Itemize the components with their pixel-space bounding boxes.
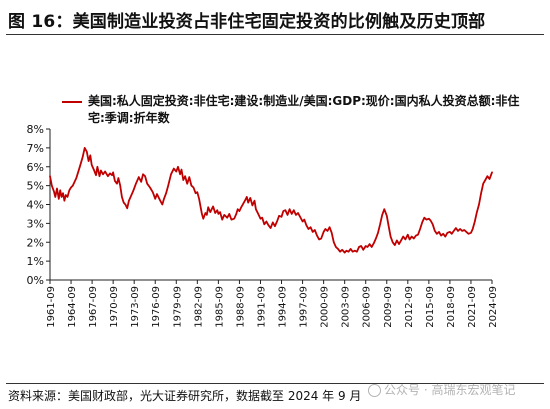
x-tick-label: 1979-09 <box>172 286 183 328</box>
x-tick-label: 1988-09 <box>235 286 246 328</box>
x-tick-label: 1964-09 <box>67 286 78 328</box>
x-tick-label: 2009-09 <box>383 286 394 328</box>
y-tick-label: 2% <box>27 236 44 249</box>
legend-swatch <box>62 101 82 103</box>
x-tick-label: 2024-09 <box>488 286 499 328</box>
x-tick-label: 2012-09 <box>404 286 415 328</box>
x-tick-label: 1991-09 <box>256 286 267 328</box>
series-line <box>49 147 493 254</box>
x-tick-label: 2021-09 <box>467 286 478 328</box>
title-divider <box>6 34 544 35</box>
figure-title: 图 16：美国制造业投资占非住宅固定投资的比例触及历史顶部 <box>8 12 486 32</box>
x-tick-label: 2015-09 <box>425 286 436 328</box>
y-tick-label: 0% <box>27 274 44 287</box>
x-tick-label: 2006-09 <box>362 286 373 328</box>
x-tick-label: 1982-09 <box>193 286 204 328</box>
x-tick-label: 2018-09 <box>446 286 457 328</box>
x-tick-label: 1976-09 <box>151 286 162 328</box>
x-tick-label: 2000-09 <box>320 286 331 328</box>
x-tick-label: 1997-09 <box>299 286 310 328</box>
x-tick-label: 1973-09 <box>130 286 141 328</box>
legend: 美国:私人固定投资:非住宅:建设:制造业/美国:GDP:现价:国内私人投资总额:… <box>62 93 522 127</box>
y-tick-label: 7% <box>27 142 44 155</box>
x-axis: 1961-09 1964-09 1967-09 1970-09 1973-09 1976-… <box>46 279 499 328</box>
watermark: 公众号 · 高瑞东宏观笔记 <box>368 381 515 398</box>
x-tick-label: 1994-09 <box>278 286 289 328</box>
series-layer <box>49 147 493 254</box>
y-tick-label: 1% <box>27 255 44 268</box>
source-note: 资料来源：美国财政部，光大证券研究所，数据截至 2024 年 9 月 <box>8 389 362 403</box>
y-tick-label: 3% <box>27 217 44 230</box>
y-tick-label: 6% <box>27 161 44 174</box>
y-tick-label: 5% <box>27 180 44 193</box>
x-tick-label: 1967-09 <box>88 286 99 328</box>
y-axis: 0% 1% 2% 3% 4% 5% 6% 7% 8% <box>27 123 51 287</box>
x-tick-label: 1985-09 <box>214 286 225 328</box>
legend-label: 美国:私人固定投资:非住宅:建设:制造业/美国:GDP:现价:国内私人投资总额:… <box>88 94 520 125</box>
y-tick-label: 8% <box>27 123 44 136</box>
wechat-icon <box>368 384 381 397</box>
y-tick-label: 4% <box>27 199 44 212</box>
x-tick-label: 2003-09 <box>341 286 352 328</box>
x-tick-label: 1961-09 <box>46 286 57 328</box>
x-tick-label: 1970-09 <box>109 286 120 328</box>
watermark-text: 公众号 · 高瑞东宏观笔记 <box>384 383 516 397</box>
footer-divider <box>6 383 544 384</box>
